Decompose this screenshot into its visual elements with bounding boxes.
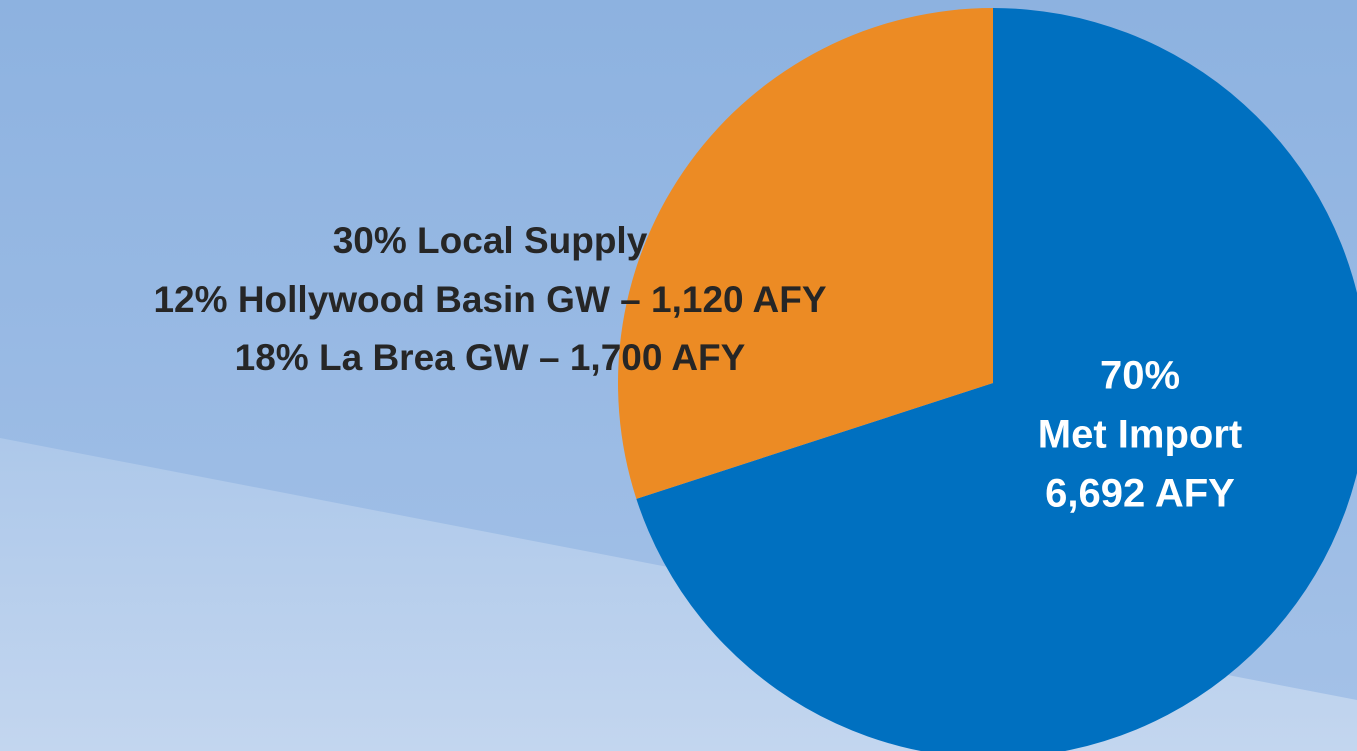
pie	[618, 8, 1357, 751]
slice-detail: 18% La Brea GW – 1,700 AFY	[235, 337, 746, 378]
slice-detail: 12% Hollywood Basin GW – 1,120 AFY	[153, 279, 826, 320]
pie-slice	[618, 8, 993, 499]
slice-label: 30% Local Supply	[333, 220, 648, 261]
slice-label: 70%	[1100, 354, 1180, 398]
pie-slice	[636, 8, 1357, 751]
slice-detail: Met Import	[1038, 413, 1242, 457]
slice-detail: 6,692 AFY	[1045, 472, 1235, 516]
